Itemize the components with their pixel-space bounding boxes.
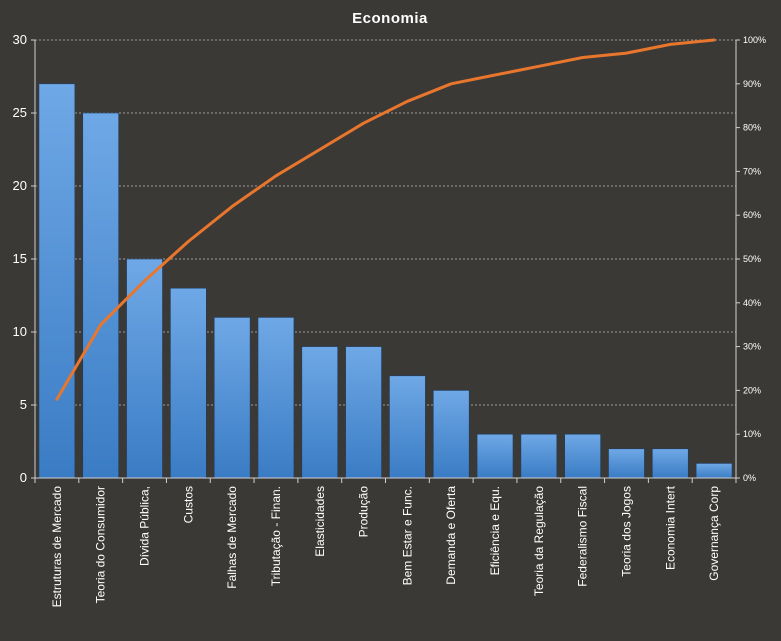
category-label: Produção bbox=[357, 486, 371, 538]
bar bbox=[520, 433, 558, 479]
y-tick-label: 5 bbox=[20, 397, 27, 412]
pareto-line-layer bbox=[55, 38, 716, 401]
bar bbox=[38, 83, 76, 479]
left-axis-ticks: 0 5 10 15 20 25 30 bbox=[13, 32, 27, 485]
bar bbox=[345, 346, 382, 479]
category-label: Demanda e Oferta bbox=[444, 486, 458, 585]
y2-tick-label: 40% bbox=[743, 298, 761, 308]
bar bbox=[564, 433, 601, 479]
y-tick-label: 15 bbox=[13, 251, 27, 266]
y2-tick-label: 60% bbox=[743, 210, 761, 220]
category-label: Teoria do Consumidor bbox=[94, 486, 108, 603]
y2-tick-label: 80% bbox=[743, 123, 761, 133]
category-label: Falhas de Mercado bbox=[225, 486, 239, 589]
bar bbox=[126, 258, 163, 479]
axes bbox=[31, 39, 740, 483]
category-label: Teoria dos Jogos bbox=[619, 486, 633, 577]
y2-tick-label: 30% bbox=[743, 342, 761, 352]
y-tick-label: 20 bbox=[13, 178, 27, 193]
category-label: Eficiência e Equ. bbox=[488, 486, 502, 575]
category-label: Bem Estar e Func. bbox=[400, 486, 414, 585]
category-label: Teoria da Regulação bbox=[532, 486, 546, 596]
chart-title: Economia bbox=[352, 10, 428, 27]
category-label: Custos bbox=[181, 486, 195, 523]
category-label: Tributação - Finan. bbox=[269, 486, 283, 586]
bar bbox=[170, 287, 207, 479]
category-label: Economia Intert bbox=[663, 485, 677, 570]
category-label: Estruturas de Mercado bbox=[50, 486, 64, 608]
y-tick-label: 30 bbox=[13, 32, 27, 47]
y2-tick-label: 20% bbox=[743, 385, 761, 395]
category-labels: Estruturas de Mercado Teoria do Consumido… bbox=[50, 485, 721, 607]
pareto-line bbox=[55, 38, 716, 401]
category-label: Governança Corp bbox=[707, 486, 721, 581]
bar bbox=[389, 375, 426, 479]
bar bbox=[82, 112, 119, 479]
y-tick-label: 10 bbox=[13, 324, 27, 339]
bar bbox=[476, 433, 514, 479]
y-tick-label: 0 bbox=[20, 470, 27, 485]
y-tick-label: 25 bbox=[13, 105, 27, 120]
bar bbox=[695, 463, 733, 479]
category-label: Federalismo Fiscal bbox=[576, 486, 590, 587]
y2-tick-label: 100% bbox=[743, 35, 766, 45]
y2-tick-label: 50% bbox=[743, 254, 761, 264]
category-label: Dívida Pública, bbox=[138, 486, 152, 566]
bar bbox=[257, 317, 295, 479]
y2-tick-label: 10% bbox=[743, 429, 761, 439]
y2-tick-label: 90% bbox=[743, 79, 761, 89]
y2-tick-label: 70% bbox=[743, 166, 761, 176]
bar bbox=[213, 317, 251, 479]
bar bbox=[301, 346, 339, 479]
bar bbox=[652, 448, 689, 479]
right-axis-ticks: 0% 10% 20% 30% 40% 50% 60% 70% 80% 90% 100% bbox=[743, 35, 766, 483]
bar bbox=[608, 448, 645, 479]
y2-tick-label: 0% bbox=[743, 473, 756, 483]
category-label: Elasticidades bbox=[313, 486, 327, 557]
bar bbox=[432, 390, 470, 479]
